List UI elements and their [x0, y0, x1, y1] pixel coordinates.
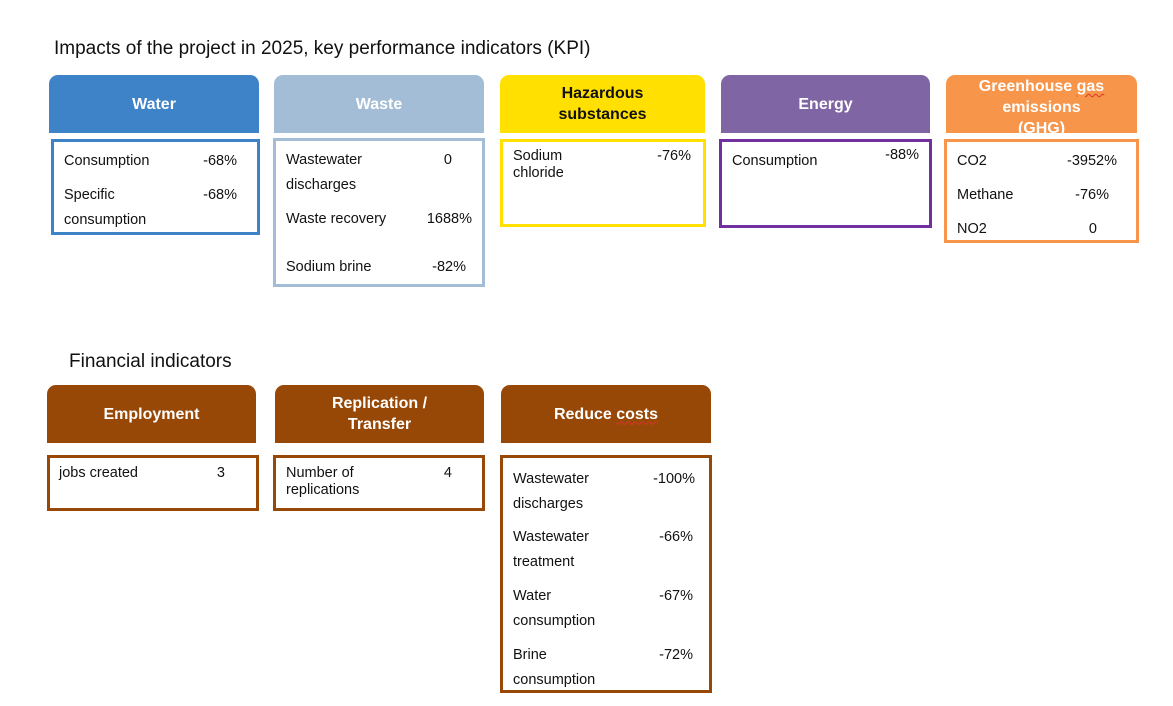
energy-header: Energy	[721, 75, 930, 133]
energy-box: Consumption -88%	[719, 139, 932, 228]
row-label: Number of replications	[286, 465, 360, 498]
kpi-title: Impacts of the project in 2025, key perf…	[54, 38, 591, 59]
row-value: -66%	[659, 529, 693, 545]
ghg-header-line2: emissions	[1002, 99, 1081, 116]
row-label: Wastewater treatment	[513, 529, 590, 570]
reduce-costs-header-text: Reduce costs	[554, 404, 658, 425]
ghg-header-line1: Greenhouse	[978, 78, 1077, 95]
water-header: Water	[49, 75, 259, 133]
row-value: -68%	[203, 187, 237, 203]
row-label: Specific consumption	[64, 187, 147, 228]
waste-box: Wastewater discharges 0 Waste recovery 1…	[273, 138, 485, 287]
water-header-text: Water	[132, 95, 176, 113]
employment-header: Employment	[47, 385, 256, 443]
replication-box: Number of replications 4	[273, 455, 485, 511]
hazardous-header: Hazardous substances	[500, 75, 705, 133]
row-label: Wastewater discharges	[513, 471, 590, 512]
replication-header: Replication / Transfer	[275, 385, 484, 443]
row-label: Sodium brine	[286, 259, 372, 275]
employment-box: jobs created 3	[47, 455, 259, 511]
waste-header: Waste	[274, 75, 484, 133]
ghg-box: CO2 -3952% Methane -76% NO2 0	[944, 139, 1139, 243]
replication-header-text: Replication / Transfer	[331, 395, 428, 433]
ghg-header: Greenhouse gas emissions (GHG)	[946, 75, 1137, 137]
row-value: -76%	[657, 148, 691, 164]
reduce-costs-box: Wastewater discharges -100% Wastewater t…	[500, 455, 712, 693]
reduce-costs-header-squiggle-word: costs	[616, 405, 659, 423]
hazardous-box: Sodium chloride -76%	[500, 139, 706, 227]
row-label: NO2	[957, 221, 987, 237]
row-value: -100%	[653, 471, 695, 487]
row-value: -76%	[1075, 187, 1109, 203]
row-value: 1688%	[426, 211, 472, 227]
row-value: -82%	[432, 259, 466, 275]
row-value: 0	[1088, 221, 1097, 237]
row-label: Wastewater discharges	[286, 152, 363, 193]
reduce-costs-header: Reduce costs	[501, 385, 711, 443]
ghg-header-squiggle-word: gas	[1076, 78, 1105, 95]
ghg-header-line3: (GHG)	[1017, 120, 1066, 137]
employment-header-text: Employment	[103, 405, 200, 423]
financial-title: Financial indicators	[69, 351, 232, 372]
row-value: 4	[443, 465, 452, 481]
row-value: 3	[216, 465, 225, 481]
row-value: -68%	[203, 153, 237, 169]
row-label: Consumption	[64, 153, 150, 169]
row-value: -72%	[659, 647, 693, 663]
row-value: -88%	[885, 147, 919, 163]
row-label: CO2	[957, 153, 987, 169]
waste-header-text: Waste	[355, 95, 403, 113]
row-label: Consumption	[732, 153, 818, 169]
row-label: jobs created	[59, 465, 138, 481]
energy-header-text: Energy	[798, 95, 853, 113]
ghg-header-text: Greenhouse gas emissions (GHG)	[979, 76, 1104, 139]
row-value: -67%	[659, 588, 693, 604]
water-box: Consumption -68% Specific consumption -6…	[51, 139, 260, 235]
row-label: Methane	[957, 187, 1014, 203]
row-label: Water consumption	[513, 588, 596, 629]
row-label: Waste recovery	[286, 211, 387, 227]
hazardous-header-text: Hazardous substances	[558, 85, 647, 123]
row-value: 0	[443, 152, 452, 168]
row-label: Brine consumption	[513, 647, 596, 688]
row-label: Sodium chloride	[513, 148, 564, 181]
reduce-costs-header-plain: Reduce	[553, 405, 617, 423]
row-value: -3952%	[1067, 153, 1117, 169]
